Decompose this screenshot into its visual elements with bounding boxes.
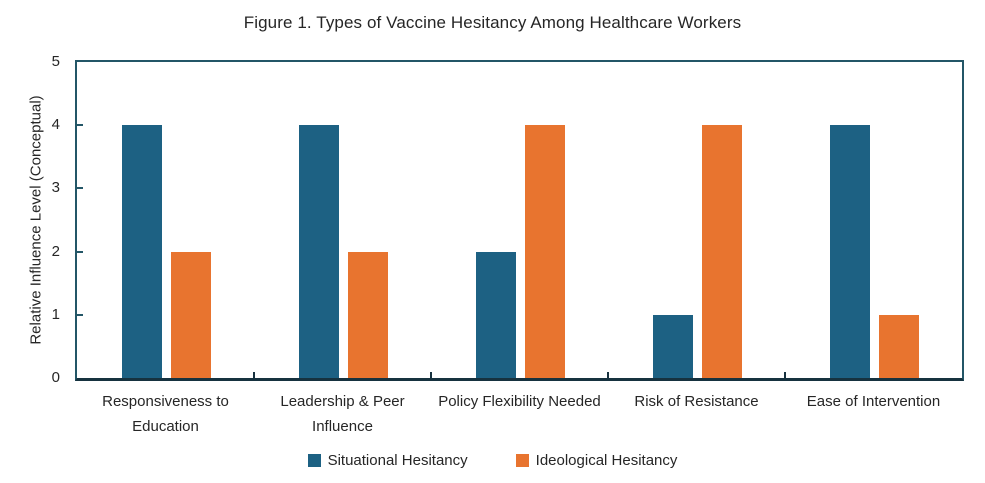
x-tick-mark-3 [607, 372, 609, 378]
legend-swatch-icon [307, 454, 321, 467]
x-category-label-line: Ease of Intervention [806, 393, 941, 410]
bar-situational-hesitancy-leadership-peer-influence [298, 125, 339, 378]
legend-label: Ideological Hesitancy [535, 452, 678, 469]
y-tick-label-4: 4 [51, 116, 60, 134]
bar-situational-hesitancy-ease-of-intervention [829, 125, 870, 378]
bar-ideological-hesitancy-policy-flexibility-needed [524, 125, 565, 378]
legend-item-situational-hesitancy: Situational Hesitancy [307, 452, 468, 469]
x-category-label-line: Education [132, 418, 199, 435]
bar-ideological-hesitancy-leadership-peer-influence [347, 251, 388, 378]
bar-situational-hesitancy-risk-of-resistance [652, 314, 693, 378]
x-tick-mark-2 [430, 372, 432, 378]
x-category-label-policy-flexibility-needed: Policy Flexibility Needed [431, 389, 608, 414]
x-category-label-ease-of-intervention: Ease of Intervention [785, 389, 962, 414]
x-category-label-leadership-peer-influence: Leadership & Peer Influence [254, 389, 431, 439]
x-tick-mark-1 [253, 372, 255, 378]
x-category-label-line: Responsiveness to [102, 393, 229, 410]
y-tick-label-3: 3 [51, 179, 60, 197]
x-category-label-line: Policy Flexibility Needed [438, 393, 601, 410]
y-tick-label-1: 1 [51, 305, 60, 323]
bar-situational-hesitancy-responsiveness-to-education [121, 125, 162, 378]
bar-ideological-hesitancy-risk-of-resistance [701, 125, 742, 378]
y-tick-mark-3 [77, 187, 83, 190]
x-category-label-risk-of-resistance: Risk of Resistance [608, 389, 785, 414]
y-tick-mark-4 [77, 124, 83, 127]
y-tick-mark-2 [77, 250, 83, 253]
y-tick-label-2: 2 [51, 242, 60, 260]
y-tick-label-5: 5 [51, 53, 60, 70]
y-tick-mark-1 [77, 313, 83, 316]
legend: Situational Hesitancy Ideological Hesitan… [0, 452, 985, 469]
legend-item-ideological-hesitancy: Ideological Hesitancy [515, 452, 678, 469]
x-category-label-line: Risk of Resistance [634, 393, 759, 410]
x-tick-mark-4 [784, 372, 786, 378]
x-category-label-line: Leadership & Peer [280, 393, 405, 410]
bar-situational-hesitancy-policy-flexibility-needed [475, 251, 516, 378]
bar-ideological-hesitancy-responsiveness-to-education [170, 251, 211, 378]
chart-title: Figure 1. Types of Vaccine Hesitancy Amo… [243, 13, 742, 32]
x-category-label-responsiveness-to-education: Responsiveness to Education [77, 389, 254, 439]
bar-ideological-hesitancy-ease-of-intervention [878, 314, 919, 378]
x-category-label-line: Influence [312, 418, 373, 435]
legend-swatch-icon [515, 454, 529, 467]
plot-area [75, 60, 964, 381]
y-tick-label-0: 0 [51, 369, 60, 386]
legend-label: Situational Hesitancy [327, 452, 468, 469]
